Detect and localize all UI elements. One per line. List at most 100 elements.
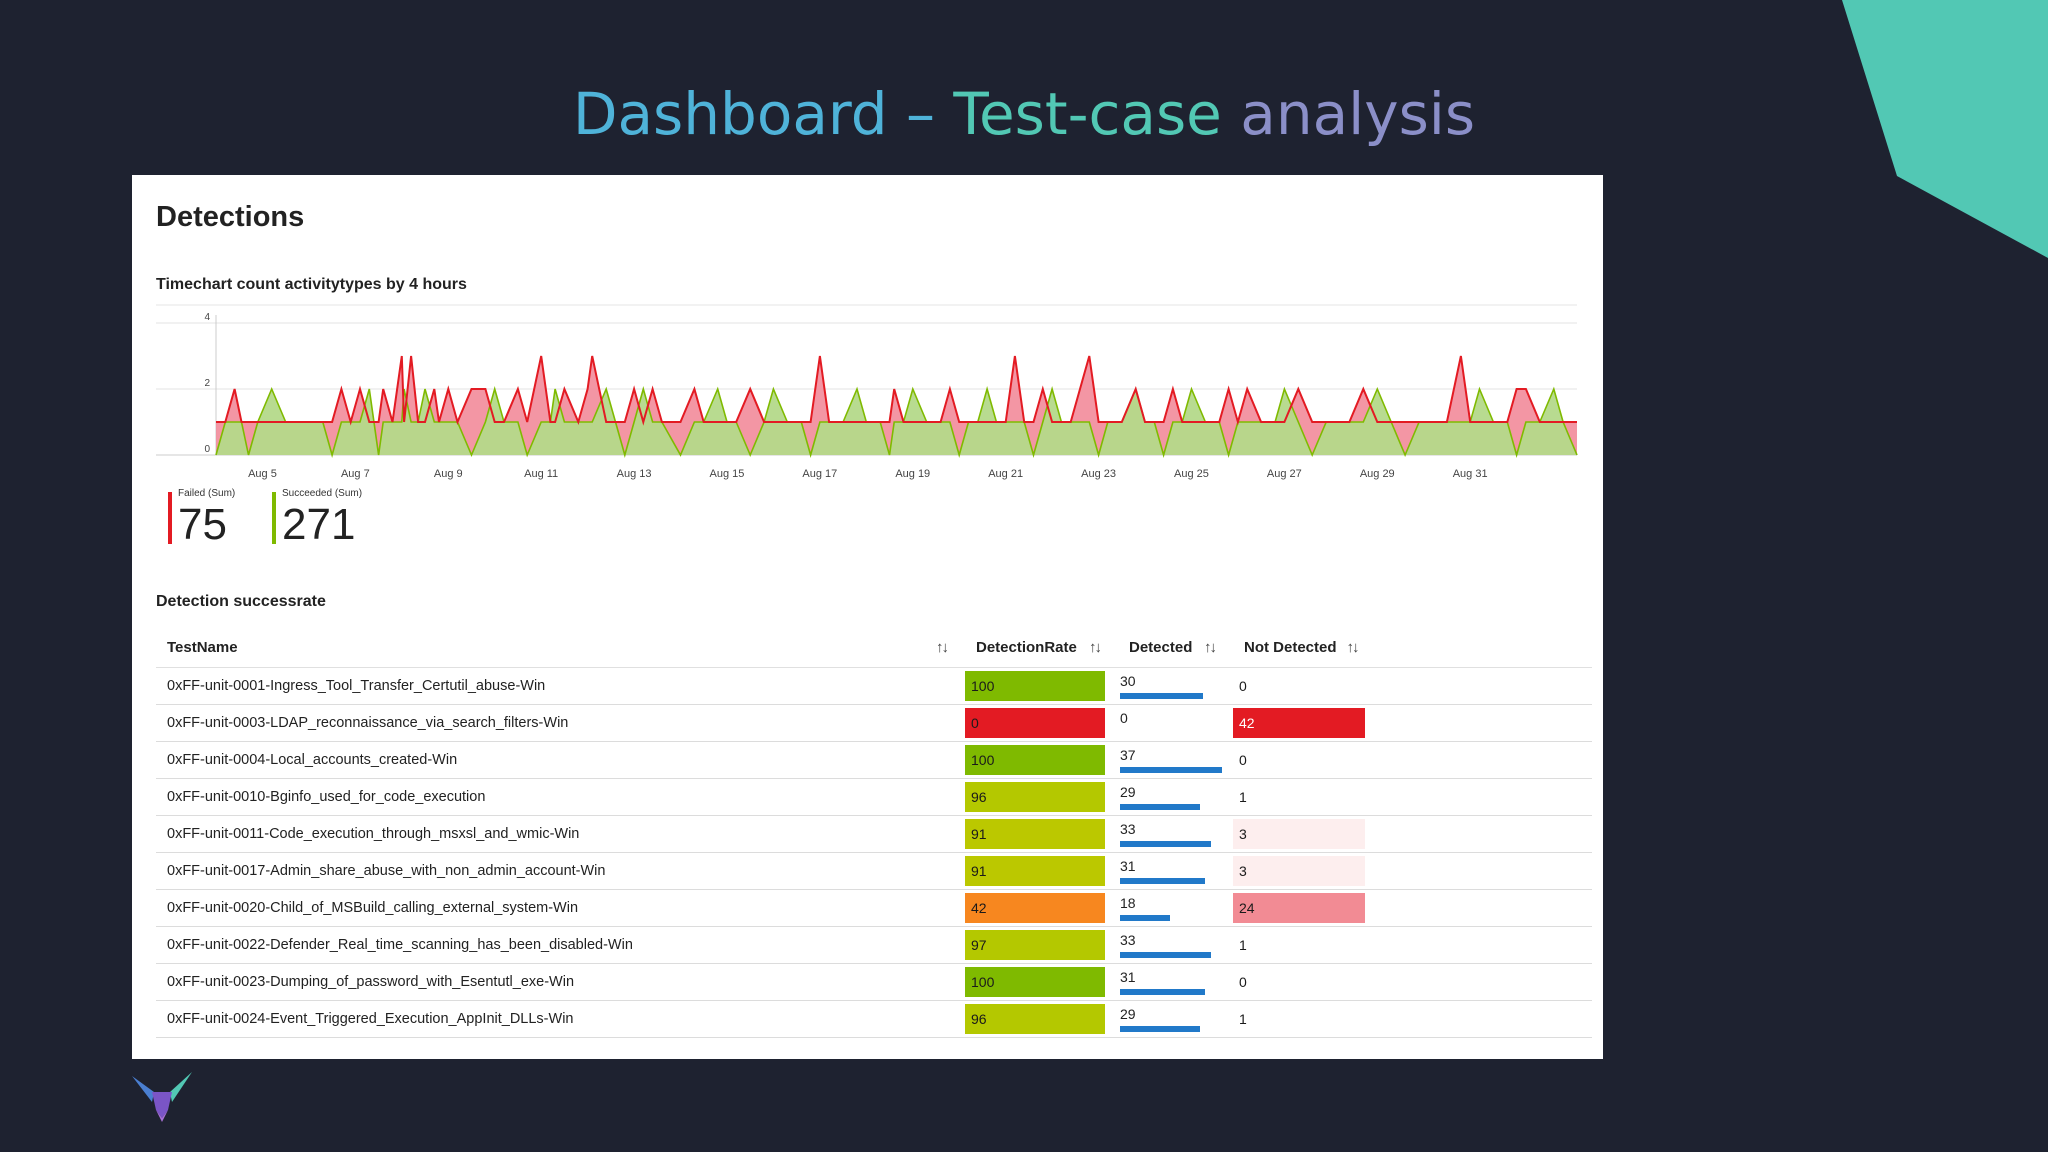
detection-rate-cell: 100 xyxy=(965,741,1118,779)
detection-rate-value: 0 xyxy=(965,708,1105,738)
not-detected-cell: 0 xyxy=(1233,667,1592,705)
table-row[interactable]: 0xFF-unit-0024-Event_Triggered_Execution… xyxy=(156,1000,1592,1038)
not-detected-cell: 42 xyxy=(1233,704,1592,742)
not-detected-value: 0 xyxy=(1239,678,1247,694)
table-row[interactable]: 0xFF-unit-0003-LDAP_reconnaissance_via_s… xyxy=(156,704,1592,742)
table-row[interactable]: 0xFF-unit-0022-Defender_Real_time_scanni… xyxy=(156,926,1592,964)
detected-cell: 31 xyxy=(1118,963,1233,1001)
detected-cell: 30 xyxy=(1118,667,1233,705)
detected-bar xyxy=(1120,841,1211,847)
sort-icon[interactable]: ↑↓ xyxy=(1204,638,1217,656)
detection-rate-value: 100 xyxy=(965,745,1105,775)
test-name-cell: 0xFF-unit-0022-Defender_Real_time_scanni… xyxy=(156,926,965,964)
table-body: 0xFF-unit-0001-Ingress_Tool_Transfer_Cer… xyxy=(156,667,1592,1038)
not-detected-value: 1 xyxy=(1239,937,1247,953)
column-header-detectionrate[interactable]: DetectionRate ↑↓ xyxy=(965,627,1118,668)
detection-rate-cell: 0 xyxy=(965,704,1118,742)
detection-rate-cell: 42 xyxy=(965,889,1118,927)
not-detected-cell: 24 xyxy=(1233,889,1592,927)
table-row[interactable]: 0xFF-unit-0004-Local_accounts_created-Wi… xyxy=(156,741,1592,779)
not-detected-value: 3 xyxy=(1233,856,1365,886)
chart-x-tick-label: Aug 15 xyxy=(710,468,745,480)
detected-bar xyxy=(1120,1026,1200,1032)
failed-series-line xyxy=(216,355,1577,426)
table-title: Detection successrate xyxy=(156,593,326,610)
detected-cell: 33 xyxy=(1118,815,1233,853)
test-name-cell: 0xFF-unit-0020-Child_of_MSBuild_calling_… xyxy=(156,889,965,927)
detections-panel: Detections Timechart count activitytypes… xyxy=(132,175,1603,1059)
detection-rate-cell: 91 xyxy=(965,815,1118,853)
chart-x-tick-label: Aug 23 xyxy=(1081,468,1116,480)
not-detected-value: 3 xyxy=(1233,819,1365,849)
table-row[interactable]: 0xFF-unit-0010-Bginfo_used_for_code_exec… xyxy=(156,778,1592,816)
not-detected-cell: 3 xyxy=(1233,815,1592,853)
detected-value: 33 xyxy=(1120,821,1136,837)
detected-bar xyxy=(1120,878,1205,884)
detection-rate-value: 91 xyxy=(965,819,1105,849)
test-name-cell: 0xFF-unit-0024-Event_Triggered_Execution… xyxy=(156,1000,965,1038)
detection-rate-value: 97 xyxy=(965,930,1105,960)
detection-rate-cell: 97 xyxy=(965,926,1118,964)
teal-corner-shape xyxy=(1842,0,2048,258)
not-detected-cell: 1 xyxy=(1233,778,1592,816)
sort-icon[interactable]: ↑↓ xyxy=(936,638,949,656)
timechart-title: Timechart count activitytypes by 4 hours xyxy=(156,276,467,293)
detected-bar xyxy=(1120,989,1205,995)
panel-title: Detections xyxy=(156,201,305,233)
test-name-cell: 0xFF-unit-0001-Ingress_Tool_Transfer_Cer… xyxy=(156,667,965,705)
chart-x-tick-label: Aug 19 xyxy=(895,468,930,480)
not-detected-cell: 0 xyxy=(1233,963,1592,1001)
detected-value: 33 xyxy=(1120,932,1136,948)
detected-cell: 33 xyxy=(1118,926,1233,964)
detected-cell: 0 xyxy=(1118,704,1233,742)
detection-rate-cell: 96 xyxy=(965,1000,1118,1038)
not-detected-cell: 1 xyxy=(1233,926,1592,964)
column-header-not-detected-label: Not Detected xyxy=(1244,638,1337,656)
timechart[interactable]: 0 2 4 Aug 5 Aug 7 Aug 9 Aug 11 Aug 13 Aug 15 Aug … xyxy=(132,175,1603,485)
chart-x-tick-label: Aug 13 xyxy=(617,468,652,480)
slide-title-dash: – xyxy=(887,80,954,148)
test-name-cell: 0xFF-unit-0010-Bginfo_used_for_code_exec… xyxy=(156,778,965,816)
detection-rate-value: 100 xyxy=(965,967,1105,997)
column-header-detectionrate-label: DetectionRate xyxy=(976,638,1077,656)
detected-cell: 29 xyxy=(1118,778,1233,816)
chart-x-tick-label: Aug 5 xyxy=(248,468,277,480)
not-detected-value: 0 xyxy=(1239,752,1247,768)
not-detected-value: 1 xyxy=(1239,1011,1247,1027)
kpi-succeeded-color-bar xyxy=(272,492,276,544)
detected-value: 29 xyxy=(1120,784,1136,800)
table-row[interactable]: 0xFF-unit-0001-Ingress_Tool_Transfer_Cer… xyxy=(156,667,1592,705)
column-header-not-detected[interactable]: Not Detected ↑↓ xyxy=(1233,627,1592,668)
detected-value: 18 xyxy=(1120,895,1136,911)
detected-bar xyxy=(1120,767,1222,773)
table-row[interactable]: 0xFF-unit-0020-Child_of_MSBuild_calling_… xyxy=(156,889,1592,927)
test-name-cell: 0xFF-unit-0004-Local_accounts_created-Wi… xyxy=(156,741,965,779)
column-header-detected[interactable]: Detected ↑↓ xyxy=(1118,627,1233,668)
table-row[interactable]: 0xFF-unit-0023-Dumping_of_password_with_… xyxy=(156,963,1592,1001)
table-row[interactable]: 0xFF-unit-0017-Admin_share_abuse_with_no… xyxy=(156,852,1592,890)
chart-x-tick-label: Aug 11 xyxy=(524,468,558,480)
table-header-row: TestName ↑↓ DetectionRate ↑↓ Detected ↑↓ No… xyxy=(156,627,1592,668)
slide-title-dashboard: Dashboard xyxy=(572,80,888,148)
kpi-failed-value: 75 xyxy=(178,500,227,549)
detection-rate-cell: 100 xyxy=(965,667,1118,705)
slide-title: Dashboard – Test-case analysis xyxy=(0,80,2048,148)
detected-cell: 18 xyxy=(1118,889,1233,927)
detection-rate-value: 42 xyxy=(965,893,1105,923)
sort-icon[interactable]: ↑↓ xyxy=(1346,638,1360,656)
detection-rate-value: 96 xyxy=(965,782,1105,812)
detection-rate-cell: 91 xyxy=(965,852,1118,890)
sort-icon[interactable]: ↑↓ xyxy=(1089,638,1102,656)
table-row[interactable]: 0xFF-unit-0011-Code_execution_through_ms… xyxy=(156,815,1592,853)
not-detected-cell: 0 xyxy=(1233,741,1592,779)
chart-x-tick-label: Aug 27 xyxy=(1267,468,1302,480)
detected-bar xyxy=(1120,952,1211,958)
column-header-testname[interactable]: TestName ↑↓ xyxy=(156,627,965,668)
kpi-failed-label: Failed (Sum) xyxy=(178,488,236,499)
kpi-failed-color-bar xyxy=(168,492,172,544)
column-header-detected-label: Detected xyxy=(1129,638,1193,656)
chart-x-tick-label: Aug 29 xyxy=(1360,468,1395,480)
slide-title-testcase: Test-case xyxy=(953,80,1222,148)
test-name-cell: 0xFF-unit-0023-Dumping_of_password_with_… xyxy=(156,963,965,1001)
